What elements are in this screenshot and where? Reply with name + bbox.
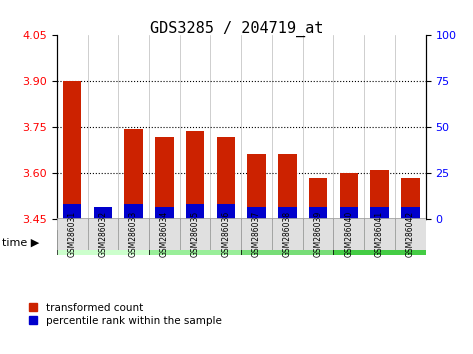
FancyBboxPatch shape <box>57 218 88 250</box>
Text: GSM286040: GSM286040 <box>344 211 353 257</box>
Text: 6 h: 6 h <box>279 238 296 247</box>
Text: GSM286039: GSM286039 <box>314 211 323 257</box>
Text: 0 h: 0 h <box>94 238 112 247</box>
FancyBboxPatch shape <box>272 218 303 250</box>
Text: GSM286038: GSM286038 <box>283 211 292 257</box>
Bar <box>94 207 112 219</box>
FancyBboxPatch shape <box>333 230 426 255</box>
Bar <box>155 137 174 219</box>
Bar <box>63 204 81 219</box>
FancyBboxPatch shape <box>241 230 333 255</box>
FancyBboxPatch shape <box>88 218 118 250</box>
FancyBboxPatch shape <box>149 230 241 255</box>
Bar <box>186 204 204 219</box>
FancyBboxPatch shape <box>149 218 180 250</box>
Text: GSM286031: GSM286031 <box>68 211 77 257</box>
Text: GSM286032: GSM286032 <box>98 211 107 257</box>
Bar <box>155 207 174 219</box>
Text: 12 h: 12 h <box>367 238 392 247</box>
Bar <box>247 154 266 219</box>
Bar <box>186 131 204 219</box>
Text: GSM286034: GSM286034 <box>160 211 169 257</box>
FancyBboxPatch shape <box>118 218 149 250</box>
Text: GDS3285 / 204719_at: GDS3285 / 204719_at <box>150 21 323 38</box>
Legend: transformed count, percentile rank within the sample: transformed count, percentile rank withi… <box>29 303 221 326</box>
Text: GSM286036: GSM286036 <box>221 211 230 257</box>
Bar <box>401 178 420 219</box>
Text: GSM286041: GSM286041 <box>375 211 384 257</box>
Bar <box>124 129 143 219</box>
Bar <box>247 207 266 219</box>
Bar <box>370 207 389 219</box>
Bar <box>370 170 389 219</box>
Bar <box>217 137 235 219</box>
FancyBboxPatch shape <box>57 230 149 255</box>
Bar <box>278 154 297 219</box>
FancyBboxPatch shape <box>241 218 272 250</box>
Bar <box>309 178 327 219</box>
FancyBboxPatch shape <box>210 218 241 250</box>
Bar <box>340 173 358 219</box>
Bar <box>278 207 297 219</box>
Text: GSM286035: GSM286035 <box>191 211 200 257</box>
Text: GSM286037: GSM286037 <box>252 211 261 257</box>
FancyBboxPatch shape <box>180 218 210 250</box>
Text: time ▶: time ▶ <box>2 238 40 247</box>
FancyBboxPatch shape <box>333 218 364 250</box>
FancyBboxPatch shape <box>303 218 333 250</box>
Bar <box>309 207 327 219</box>
Bar <box>401 207 420 219</box>
Text: 3 h: 3 h <box>186 238 204 247</box>
Text: GSM286042: GSM286042 <box>406 211 415 257</box>
Text: GSM286033: GSM286033 <box>129 211 138 257</box>
Bar <box>94 218 112 219</box>
Bar <box>340 207 358 219</box>
Bar <box>217 204 235 219</box>
FancyBboxPatch shape <box>364 218 395 250</box>
Bar <box>63 81 81 219</box>
Bar <box>124 204 143 219</box>
FancyBboxPatch shape <box>395 218 426 250</box>
